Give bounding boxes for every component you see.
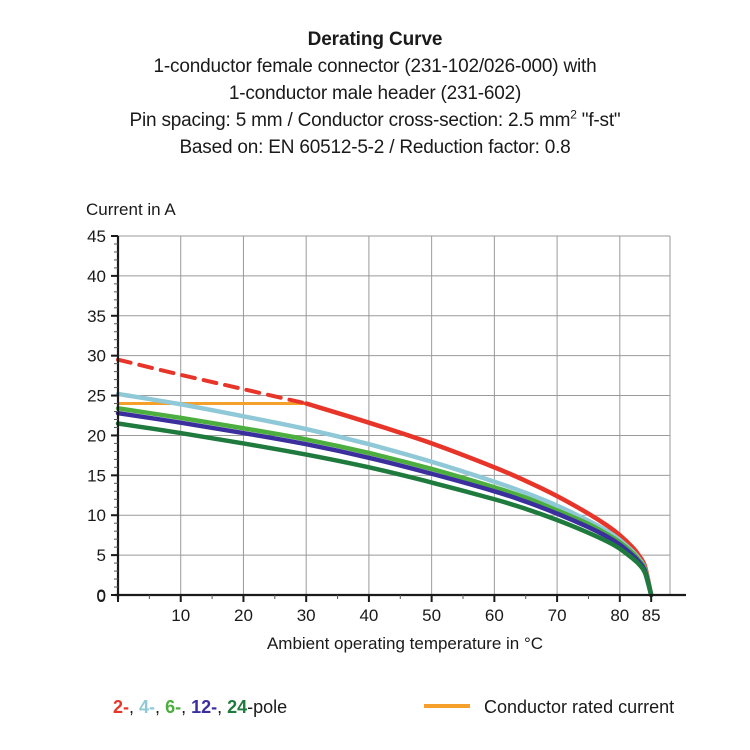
y-tick-label-10: 10: [87, 506, 106, 525]
x-tick-label-10: 10: [171, 606, 190, 625]
square-superscript: 2: [570, 107, 577, 122]
x-tick-label-40: 40: [359, 606, 378, 625]
series-2-pole-dashed: [116, 357, 309, 406]
y-tick-label-15: 15: [87, 466, 106, 485]
legend-pole-part-9: -pole: [247, 697, 288, 717]
chart-subtitle-line-2: 1-conductor male header (231-602): [228, 83, 522, 104]
series-layer: [115, 357, 654, 598]
y-tick-label-40: 40: [87, 267, 106, 286]
legend-pole-part-3: ,: [155, 697, 166, 717]
chart-title: Derating Curve: [307, 29, 443, 50]
legend-pole-part-4: 6-: [165, 697, 182, 717]
series-24-pole: [115, 421, 654, 598]
x-tick-label-85: 85: [642, 606, 661, 625]
grid-layer: [118, 235, 671, 595]
chart-subtitle-line-3: Pin spacing: 5 mm / Conductor cross-sect…: [0, 107, 750, 134]
f-st-text: "f-st": [576, 110, 621, 131]
y-tick-label-25: 25: [87, 387, 106, 406]
axis-layer: [111, 235, 686, 602]
x-tick-label-70: 70: [548, 606, 567, 625]
x-tick-label-30: 30: [297, 606, 316, 625]
legend-rated-current: Conductor rated current: [424, 697, 674, 718]
legend-pole-part-8: 24: [227, 697, 248, 717]
y-axis-title: Current in A: [86, 200, 176, 219]
rated-current-swatch: [424, 704, 470, 709]
chart-subtitle-line-4: Based on: EN 60512-5-2 / Reduction facto…: [179, 137, 571, 158]
x-axis-title: Ambient operating temperature in °C: [266, 634, 544, 653]
y-tick-label-0: 0: [97, 586, 106, 605]
x-tick-label-0: 0: [97, 587, 106, 606]
legend-rated-label: Conductor rated current: [484, 697, 675, 717]
legend-pole-part-5: ,: [181, 697, 192, 717]
legend-pole-part-0: 2-: [113, 697, 130, 717]
legend-poles: 2-, 4-, 6-, 12-, 24-pole: [113, 697, 287, 718]
legend-pole-part-6: 12-: [191, 697, 218, 717]
legend-pole-part-1: ,: [129, 697, 140, 717]
series-2-pole: [303, 401, 654, 598]
x-tick-label-60: 60: [485, 606, 504, 625]
chart-title-block: Derating Curve 1-conductor female connec…: [0, 27, 750, 161]
legend-pole-part-7: ,: [217, 697, 228, 717]
y-tick-label-35: 35: [87, 307, 106, 326]
legend-pole-part-2: 4-: [139, 697, 156, 717]
chart-subtitle-line-1: 1-conductor female connector (231-102/02…: [153, 56, 597, 77]
y-tick-label-5: 5: [97, 546, 106, 565]
chart-legend: 2-, 4-, 6-, 12-, 24-pole Conductor rated…: [0, 697, 750, 727]
y-tick-label-45: 45: [87, 227, 106, 246]
pin-spacing-text: Pin spacing: 5 mm / Conductor cross-sect…: [129, 110, 571, 131]
y-tick-label-30: 30: [87, 347, 106, 366]
y-tick-label-20: 20: [87, 426, 106, 445]
x-tick-label-50: 50: [422, 606, 441, 625]
x-tick-label-80: 80: [610, 606, 629, 625]
x-tick-label-20: 20: [234, 606, 253, 625]
